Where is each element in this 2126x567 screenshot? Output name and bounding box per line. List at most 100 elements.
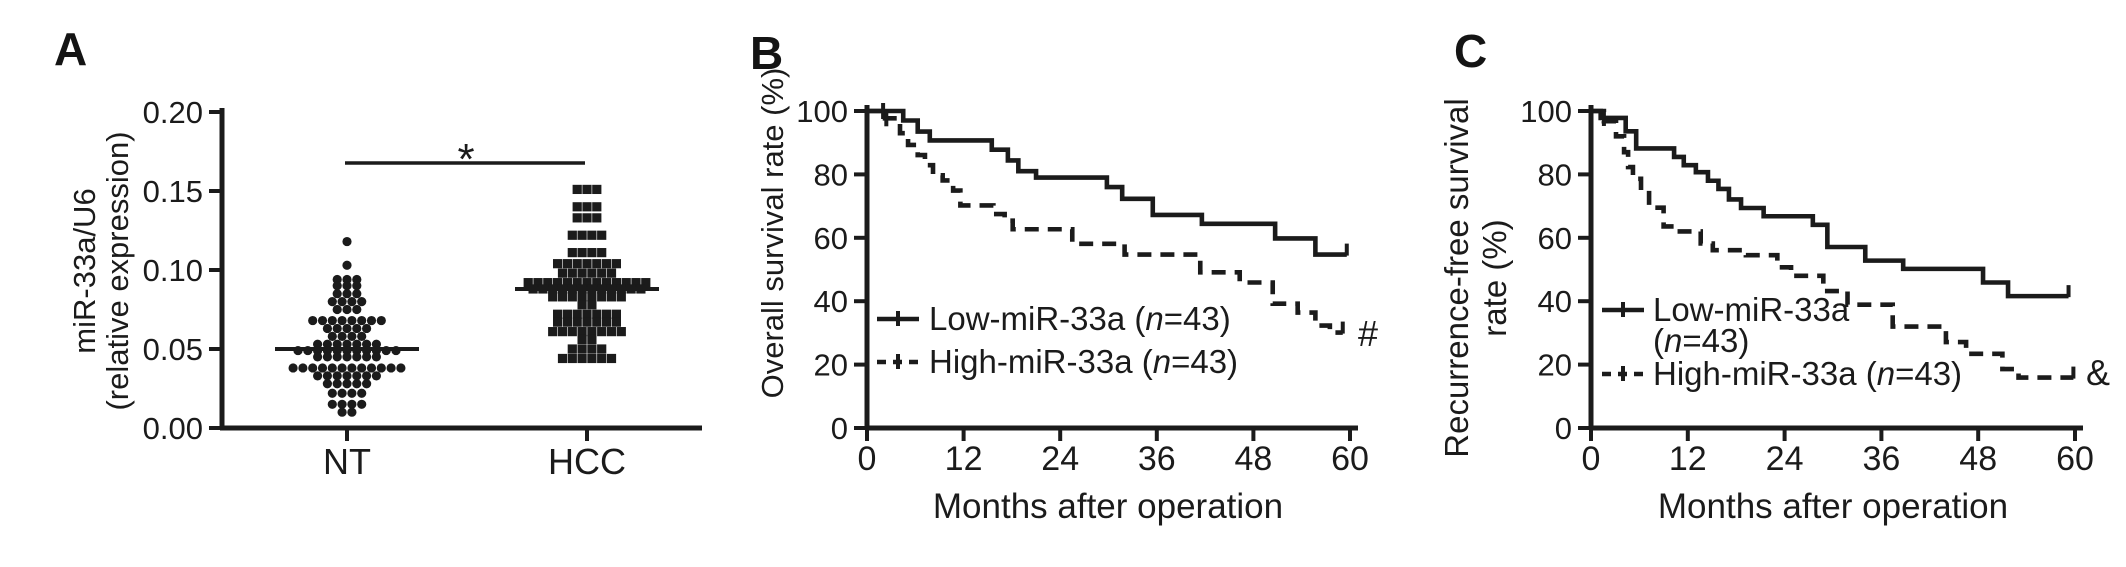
data-point-circle — [337, 407, 347, 417]
data-point-circle — [288, 363, 298, 373]
data-point-square — [611, 309, 621, 319]
data-point-square — [557, 353, 568, 364]
data-point-square — [553, 317, 563, 327]
data-point-circle — [347, 399, 357, 409]
y-tick-label: 80 — [814, 157, 848, 192]
data-point-square — [567, 344, 577, 354]
data-point-square — [577, 292, 587, 302]
x-tick-label: 0 — [858, 440, 877, 478]
category-label-nt: NT — [323, 441, 371, 482]
x-axis-title: Months after operation — [1658, 487, 2008, 526]
data-point-circle — [332, 304, 342, 315]
y-axis-title-line: miR-33a/U6 — [67, 188, 102, 353]
data-point-square — [597, 344, 607, 354]
significance-asterisk: * — [457, 135, 474, 184]
survival-curve-low-mir-33a — [1591, 108, 2069, 299]
data-point-square — [597, 248, 607, 258]
data-point-circle — [362, 379, 372, 389]
data-point-circle — [342, 281, 352, 291]
x-tick-label: 60 — [2056, 440, 2094, 478]
data-point-square — [606, 268, 617, 278]
data-point-circle — [298, 363, 308, 373]
data-point-square — [592, 259, 602, 269]
data-point-circle — [337, 315, 347, 326]
data-point-square — [577, 300, 587, 310]
x-tick-label: 36 — [1138, 440, 1176, 478]
data-point-circle — [327, 297, 337, 307]
y-tick-label: 100 — [1520, 94, 1572, 129]
data-point-circle — [322, 371, 332, 381]
data-point-circle — [376, 363, 386, 373]
data-point-circle — [352, 323, 362, 334]
data-point-circle — [342, 371, 352, 381]
data-point-circle — [386, 363, 396, 373]
data-point-circle — [357, 297, 367, 307]
y-tick-label: 60 — [814, 221, 848, 256]
x-tick-label: 36 — [1862, 440, 1900, 478]
data-point-square — [562, 309, 572, 319]
data-point-circle — [362, 339, 372, 349]
data-point-circle — [347, 297, 357, 307]
x-tick-label: 24 — [1041, 440, 1079, 478]
data-point-circle — [342, 379, 352, 389]
x-tick-label: 0 — [1582, 440, 1601, 478]
data-point-circle — [357, 315, 367, 326]
data-point-square — [606, 292, 617, 302]
data-point-square — [572, 213, 582, 223]
y-axis-title-line: rate (%) — [1476, 219, 1513, 336]
data-point-circle — [342, 274, 352, 285]
data-point-square — [533, 278, 543, 288]
data-point-circle — [352, 304, 362, 315]
legend: Low-miR-33a (n=43) High-miR-33a (n=43) — [877, 300, 1238, 380]
data-point-square — [557, 268, 568, 278]
data-point-square — [587, 344, 597, 354]
y-tick-label: 0.10 — [143, 253, 203, 288]
data-point-circle — [371, 371, 381, 381]
data-point-square — [602, 309, 612, 319]
data-point-circle — [366, 315, 377, 326]
data-point-square — [572, 278, 582, 288]
data-point-square — [582, 259, 592, 269]
data-point-square — [582, 317, 592, 327]
data-point-circle — [327, 399, 337, 409]
data-point-circle — [342, 323, 352, 334]
data-point-square — [602, 259, 612, 269]
legend-label-low-mir-33a: Low-miR-33a (n=43) — [929, 300, 1231, 337]
data-point-circle — [337, 297, 347, 307]
data-point-square — [567, 230, 577, 240]
data-point-circle — [357, 399, 367, 409]
data-point-square — [577, 268, 587, 278]
data-point-square — [577, 327, 587, 337]
data-point-square — [523, 278, 533, 288]
data-point-square — [567, 292, 577, 302]
data-point-square — [597, 353, 607, 364]
data-point-circle — [342, 236, 352, 247]
data-point-square — [553, 259, 563, 269]
data-point-circle — [337, 388, 347, 398]
data-point-circle — [376, 315, 386, 326]
data-point-square — [557, 292, 568, 302]
y-tick-label: 80 — [1538, 157, 1572, 192]
data-point-circle — [357, 388, 367, 398]
data-point-square — [572, 309, 582, 319]
data-point-square — [567, 248, 577, 258]
data-point-circle — [362, 323, 372, 334]
data-point-circle — [352, 339, 362, 349]
data-point-square — [553, 278, 563, 288]
data-point-circle — [313, 339, 323, 349]
legend: Low-miR-33a(n=43)High-miR-33a (n=43) — [1602, 291, 1962, 392]
data-point-square — [587, 334, 597, 345]
legend-label-low-mir-33a: (n=43) — [1653, 322, 1749, 359]
data-point-square — [602, 278, 612, 288]
data-point-square — [621, 278, 631, 288]
y-axis-title-line: Recurrence-free survival — [1438, 98, 1475, 457]
data-point-square — [587, 268, 597, 278]
data-point-square — [572, 259, 582, 269]
data-point-square — [587, 292, 597, 302]
data-point-square — [582, 213, 592, 223]
data-point-circle — [352, 274, 362, 285]
y-tick-label: 40 — [814, 284, 848, 319]
data-point-square — [548, 292, 558, 302]
legend-label-low-mir-33a: Low-miR-33a — [1653, 291, 1850, 328]
